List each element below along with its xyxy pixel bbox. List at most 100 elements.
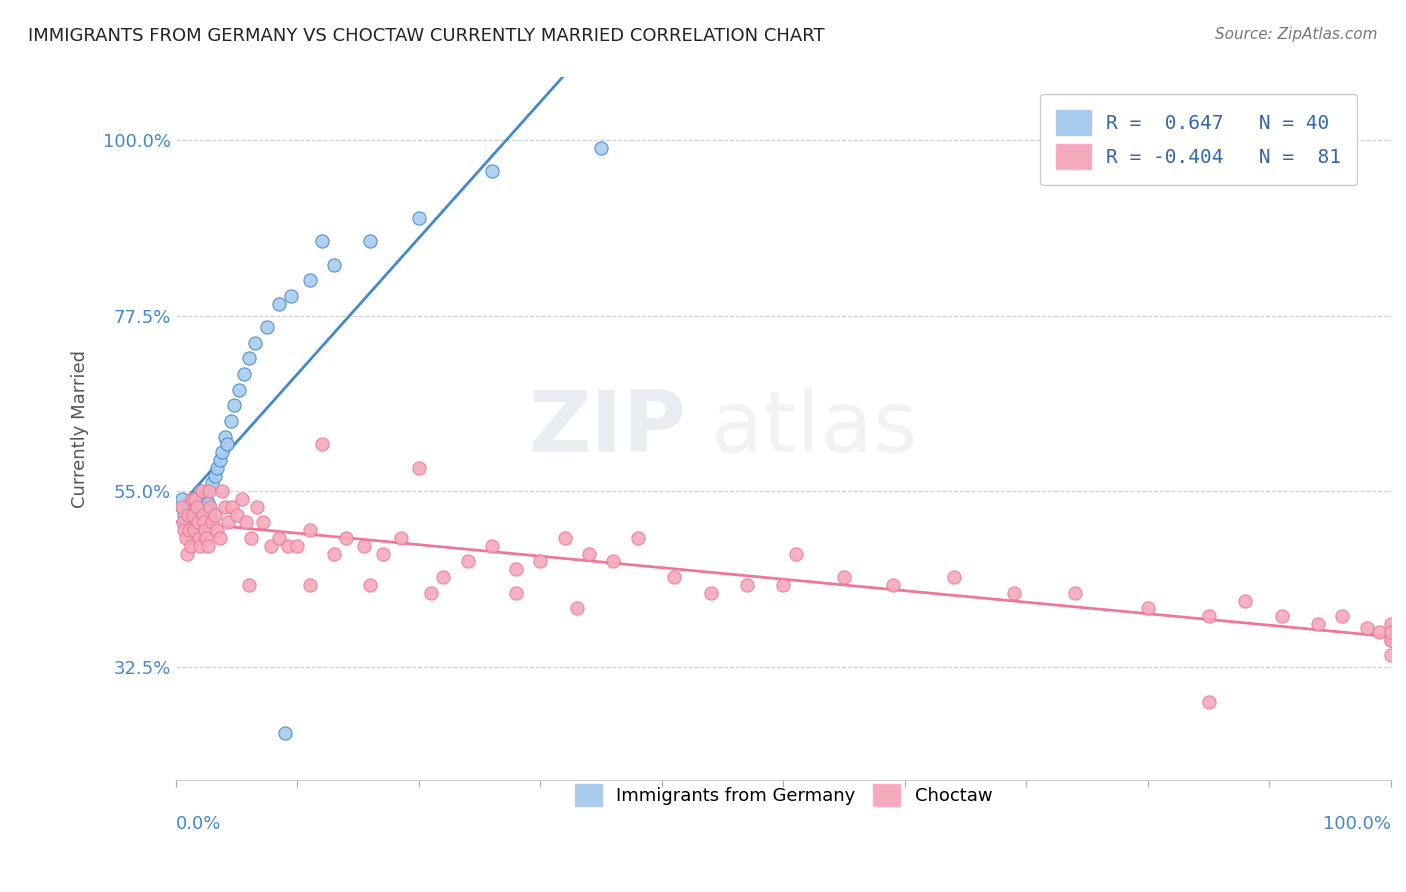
Point bbox=[505, 562, 527, 576]
Point bbox=[243, 335, 266, 350]
Point bbox=[204, 468, 226, 483]
Point bbox=[233, 367, 256, 381]
Point bbox=[187, 508, 209, 522]
Point bbox=[408, 460, 430, 475]
Point bbox=[942, 570, 965, 584]
Point bbox=[214, 500, 236, 514]
Point bbox=[177, 508, 200, 522]
Point bbox=[198, 500, 221, 514]
Point bbox=[1379, 624, 1402, 639]
Point bbox=[298, 578, 321, 592]
Point bbox=[173, 523, 195, 537]
Point bbox=[174, 531, 197, 545]
Point bbox=[188, 539, 211, 553]
Point bbox=[238, 351, 260, 366]
Point bbox=[183, 500, 205, 514]
Point bbox=[193, 516, 215, 530]
Text: IMMIGRANTS FROM GERMANY VS CHOCTAW CURRENTLY MARRIED CORRELATION CHART: IMMIGRANTS FROM GERMANY VS CHOCTAW CURRE… bbox=[28, 27, 825, 45]
Point bbox=[183, 491, 205, 506]
Point bbox=[432, 570, 454, 584]
Text: ZIP: ZIP bbox=[529, 387, 686, 470]
Point bbox=[195, 488, 218, 502]
Point bbox=[287, 539, 309, 553]
Point bbox=[602, 554, 624, 568]
Point bbox=[785, 547, 807, 561]
Point bbox=[217, 516, 239, 530]
Point bbox=[772, 578, 794, 592]
Point bbox=[1379, 632, 1402, 647]
Point bbox=[832, 570, 855, 584]
Point bbox=[172, 516, 194, 530]
Point bbox=[238, 578, 260, 592]
Point bbox=[211, 445, 233, 459]
Point bbox=[311, 235, 333, 249]
Point bbox=[225, 508, 247, 522]
Point bbox=[359, 578, 381, 592]
Point bbox=[173, 508, 195, 522]
Point bbox=[457, 554, 479, 568]
Point bbox=[197, 539, 219, 553]
Point bbox=[208, 531, 231, 545]
Point bbox=[214, 429, 236, 443]
Point bbox=[256, 320, 278, 334]
Point bbox=[186, 500, 208, 514]
Point bbox=[269, 297, 291, 311]
Point bbox=[184, 516, 207, 530]
Point bbox=[335, 531, 357, 545]
Point bbox=[180, 531, 202, 545]
Point bbox=[194, 523, 217, 537]
Point bbox=[180, 539, 202, 553]
Point bbox=[323, 547, 346, 561]
Legend: Immigrants from Germany, Choctaw: Immigrants from Germany, Choctaw bbox=[560, 769, 1007, 821]
Point bbox=[371, 547, 394, 561]
Point bbox=[311, 437, 333, 451]
Point bbox=[231, 491, 253, 506]
Point bbox=[280, 289, 302, 303]
Point bbox=[353, 539, 375, 553]
Point bbox=[170, 500, 193, 514]
Point bbox=[211, 484, 233, 499]
Point bbox=[882, 578, 904, 592]
Text: 0.0%: 0.0% bbox=[176, 815, 221, 833]
Point bbox=[481, 539, 503, 553]
Point bbox=[420, 585, 443, 599]
Point bbox=[1379, 632, 1402, 647]
Point bbox=[207, 523, 229, 537]
Point bbox=[1002, 585, 1025, 599]
Point bbox=[221, 500, 243, 514]
Point bbox=[204, 508, 226, 522]
Point bbox=[1379, 616, 1402, 631]
Point bbox=[1198, 609, 1220, 624]
Point bbox=[662, 570, 685, 584]
Point bbox=[208, 453, 231, 467]
Point bbox=[219, 414, 242, 428]
Point bbox=[179, 523, 201, 537]
Point bbox=[181, 508, 204, 522]
Point bbox=[529, 554, 551, 568]
Point bbox=[180, 491, 202, 506]
Point bbox=[183, 523, 205, 537]
Point bbox=[554, 531, 576, 545]
Point bbox=[408, 211, 430, 225]
Point bbox=[1064, 585, 1087, 599]
Point bbox=[224, 398, 246, 412]
Point bbox=[1355, 621, 1378, 635]
Point bbox=[187, 516, 209, 530]
Point bbox=[198, 484, 221, 499]
Point bbox=[578, 547, 600, 561]
Point bbox=[389, 531, 412, 545]
Point bbox=[1368, 624, 1391, 639]
Text: 100.0%: 100.0% bbox=[1323, 815, 1391, 833]
Point bbox=[1271, 609, 1294, 624]
Point bbox=[323, 258, 346, 272]
Point bbox=[1379, 648, 1402, 662]
Text: Source: ZipAtlas.com: Source: ZipAtlas.com bbox=[1215, 27, 1378, 42]
Point bbox=[180, 523, 202, 537]
Point bbox=[1234, 593, 1257, 607]
Point bbox=[184, 491, 207, 506]
Point bbox=[235, 516, 257, 530]
Point bbox=[215, 437, 238, 451]
Point bbox=[591, 141, 613, 155]
Point bbox=[269, 531, 291, 545]
Point bbox=[246, 500, 269, 514]
